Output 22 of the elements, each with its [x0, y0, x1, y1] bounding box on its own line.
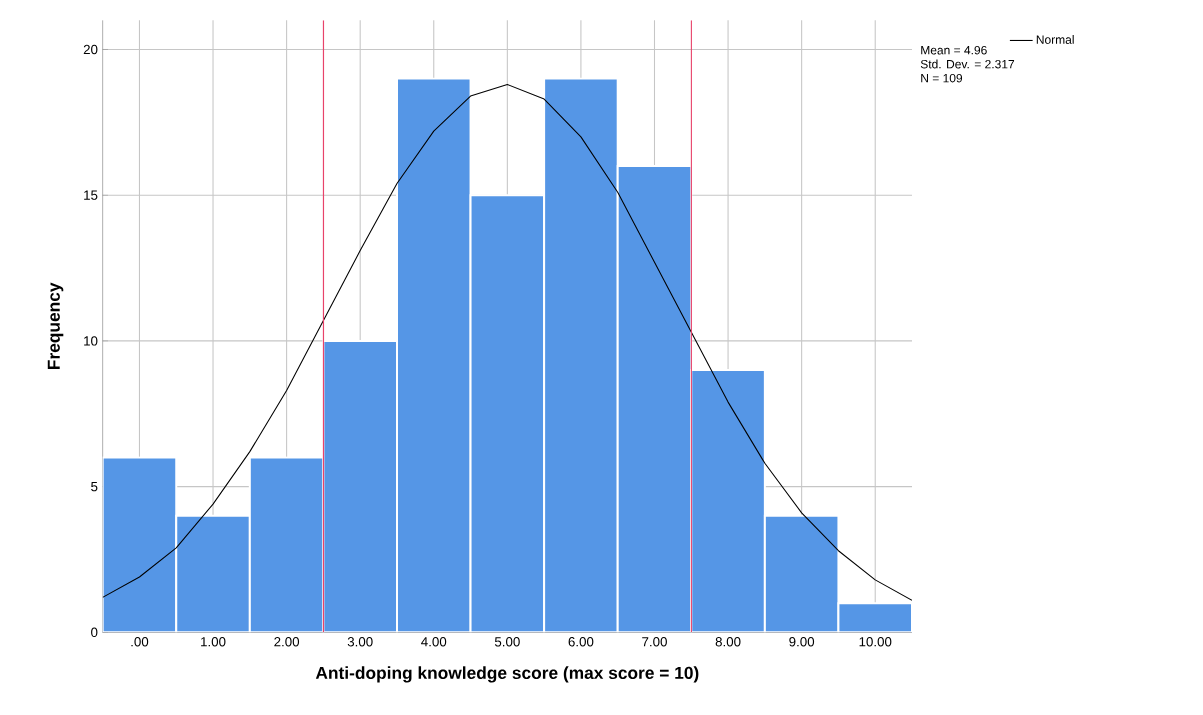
- y-tick-label: 10: [84, 336, 98, 346]
- y-axis-title: Frequency: [47, 282, 64, 370]
- legend-label: Normal: [1036, 35, 1074, 44]
- y-tick-label: 15: [84, 190, 98, 200]
- x-tick-label: 9.00: [789, 637, 815, 647]
- x-tick-label: 1.00: [201, 637, 226, 647]
- text: Mean = 4.96: [921, 45, 987, 55]
- x-tick-label: 2.00: [274, 637, 300, 647]
- x-tick-label: 5.00: [494, 637, 520, 647]
- text: Std. Dev. = 2.317: [920, 59, 1015, 69]
- x-tick-label: 8.00: [715, 637, 741, 647]
- y-tick-label: 5: [91, 481, 98, 492]
- y-tick-label: 20: [83, 44, 98, 55]
- x-tick-label: 4.00: [421, 637, 447, 647]
- x-axis-title: Anti-doping knowledge score (max score = 10): [315, 666, 699, 683]
- text: N = 109: [921, 73, 963, 83]
- x-tick-label: 7.00: [642, 637, 667, 647]
- x-tick-label: 10.00: [859, 637, 892, 647]
- y-tick-label: 0: [91, 627, 98, 638]
- x-tick-label: 3.00: [347, 637, 373, 647]
- x-tick-label: .00: [131, 637, 149, 647]
- x-tick-label: 6.00: [568, 637, 594, 647]
